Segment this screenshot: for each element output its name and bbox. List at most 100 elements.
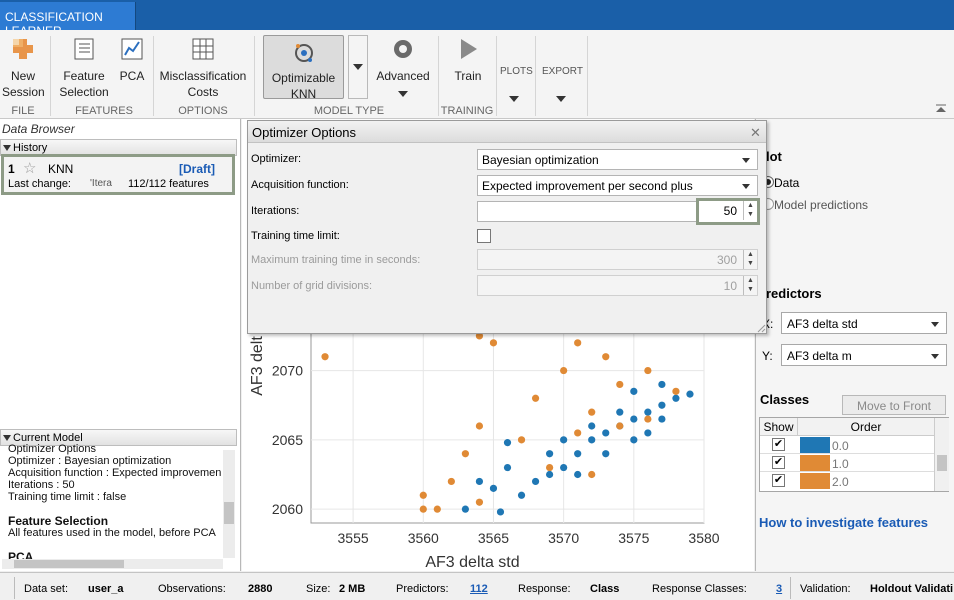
predictors-link[interactable]: 112 xyxy=(470,583,488,595)
optimizable-knn-icon xyxy=(294,44,313,62)
iterations-field-bg[interactable] xyxy=(477,201,698,222)
size-label: Size: xyxy=(306,583,331,595)
y-predictor-value: AF3 delta m xyxy=(787,349,852,363)
misclassification-costs-button[interactable]: Misclassification Costs xyxy=(158,36,248,100)
optimizer-label: Optimizer: xyxy=(251,153,302,165)
advanced-button[interactable]: Advanced xyxy=(372,36,434,84)
data-point xyxy=(546,470,554,479)
spin-down-icon[interactable]: ▼ xyxy=(747,211,754,218)
model-gallery-dropdown[interactable] xyxy=(348,35,368,99)
data-point xyxy=(546,463,554,472)
vertical-scrollbar[interactable] xyxy=(223,450,235,558)
pca-button[interactable]: PCA xyxy=(115,36,149,84)
acquisition-label: Acquisition function: xyxy=(251,179,349,191)
summary-line xyxy=(8,539,222,551)
class-row[interactable]: ✔ 2.0 xyxy=(760,472,934,490)
class-name: 1.0 xyxy=(832,457,849,471)
new-session-button[interactable]: New Session xyxy=(2,36,45,100)
resize-grip-icon[interactable] xyxy=(756,323,766,333)
new-session-icon xyxy=(13,39,33,59)
data-point xyxy=(644,429,652,437)
collapse-toolstrip-icon[interactable] xyxy=(935,104,947,114)
data-point xyxy=(475,422,484,430)
export-menu-label[interactable]: EXPORT xyxy=(542,66,583,77)
data-point xyxy=(644,415,652,423)
spin-up-icon[interactable]: ▲ xyxy=(747,202,754,209)
spinner-arrows[interactable]: ▲ ▼ xyxy=(743,201,757,220)
divider xyxy=(496,36,497,116)
x-predictor-value: AF3 delta std xyxy=(787,317,858,331)
iterations-spinner[interactable]: 50 ▲ ▼ xyxy=(696,198,760,225)
classes-table: Show Order ✔ 0.0 ✔ 1.0 ✔ 2.0 xyxy=(759,417,949,492)
summary-line: All features used in the model, before P… xyxy=(8,527,216,539)
summary-line: Optimizer : Bayesian optimization xyxy=(8,455,172,467)
scroll-thumb[interactable] xyxy=(224,502,234,524)
vertical-scrollbar[interactable] xyxy=(934,418,949,491)
show-checkbox[interactable]: ✔ xyxy=(772,438,785,451)
export-chevron-icon[interactable] xyxy=(556,96,566,102)
classes-section-title: Classes xyxy=(760,392,810,407)
how-to-link[interactable]: How to investigate features xyxy=(759,515,929,530)
favorite-star-icon[interactable]: ☆ xyxy=(23,160,37,177)
grid-divisions-field: 10 ▲ ▼ xyxy=(477,275,758,296)
size-value: 2 MB xyxy=(339,583,366,595)
y-predictor-select[interactable]: AF3 delta m xyxy=(781,344,947,366)
optimizer-options-dialog: Optimizer Options ✕ Optimizer: Bayesian … xyxy=(247,120,767,334)
iterations-value: 50 xyxy=(723,204,737,218)
divider xyxy=(587,36,588,116)
scroll-thumb[interactable] xyxy=(14,560,124,568)
data-point xyxy=(503,463,512,472)
plots-chevron-icon[interactable] xyxy=(509,96,519,102)
validation-label: Validation: xyxy=(800,583,851,595)
scroll-thumb[interactable] xyxy=(937,455,947,471)
y-tick-label: 2065 xyxy=(272,432,303,448)
data-point xyxy=(574,470,582,479)
app-tab-bar: CLASSIFICATION LEARNER xyxy=(0,0,954,38)
class-row[interactable]: ✔ 0.0 xyxy=(760,436,934,454)
data-point xyxy=(475,477,484,486)
app-tab[interactable]: CLASSIFICATION LEARNER xyxy=(0,2,136,38)
plot-section-title: lot xyxy=(766,149,782,164)
acquisition-select[interactable]: Expected improvement per second plus xyxy=(477,175,758,196)
close-icon[interactable]: ✕ xyxy=(750,125,761,140)
optimizer-select[interactable]: Bayesian optimization xyxy=(477,149,758,170)
class-row[interactable]: ✔ 1.0 xyxy=(760,454,934,472)
class-color-swatch[interactable] xyxy=(800,437,830,453)
data-point xyxy=(475,498,484,506)
data-point xyxy=(602,450,610,458)
response-classes-link[interactable]: 3 xyxy=(776,583,783,595)
x-tick-label: 3560 xyxy=(408,530,439,546)
show-checkbox[interactable]: ✔ xyxy=(772,456,785,469)
col-show-header: Show xyxy=(760,418,798,436)
show-checkbox[interactable]: ✔ xyxy=(772,474,785,487)
current-model-header[interactable]: Current Model xyxy=(0,429,237,446)
scatter-chart[interactable]: 3555 3560 3565 3570 3575 3580 2060 2065 2070 AF3 … xyxy=(242,119,754,571)
section-file: FILE xyxy=(11,105,35,117)
training-time-limit-checkbox[interactable] xyxy=(477,229,491,243)
class-color-swatch[interactable] xyxy=(800,455,830,471)
collapse-triangle-icon xyxy=(3,435,11,441)
gear-icon xyxy=(394,40,412,58)
x-tick-label: 3580 xyxy=(688,530,719,546)
class-name: 0.0 xyxy=(832,439,849,453)
feature-selection-button[interactable]: Feature Selection xyxy=(58,36,110,100)
section-options: OPTIONS xyxy=(178,105,228,117)
data-point xyxy=(602,429,610,437)
training-time-limit-label: Training time limit: xyxy=(251,230,340,242)
plot-options-pane: lot Data Model predictions redictors X: … xyxy=(755,119,954,571)
train-button[interactable]: Train xyxy=(446,36,490,84)
x-predictor-select[interactable]: AF3 delta std xyxy=(781,312,947,334)
data-point xyxy=(461,450,469,458)
class-color-swatch[interactable] xyxy=(800,473,830,489)
data-point xyxy=(321,353,329,361)
x-axis-label: AF3 delta std xyxy=(425,554,519,571)
data-point xyxy=(489,484,498,492)
optimizable-knn-button[interactable]: Optimizable KNN xyxy=(263,35,344,101)
horizontal-scrollbar[interactable] xyxy=(2,559,223,569)
move-to-front-button[interactable]: Move to Front xyxy=(842,395,946,415)
observations-value: 2880 xyxy=(248,583,273,595)
history-item[interactable]: 1 ☆ KNN [Draft] Last change: 'Itera 112/… xyxy=(1,154,235,195)
class-name: 2.0 xyxy=(832,475,849,489)
plots-menu-label[interactable]: PLOTS xyxy=(500,66,533,77)
radio-model-predictions-label: Model predictions xyxy=(774,198,869,212)
